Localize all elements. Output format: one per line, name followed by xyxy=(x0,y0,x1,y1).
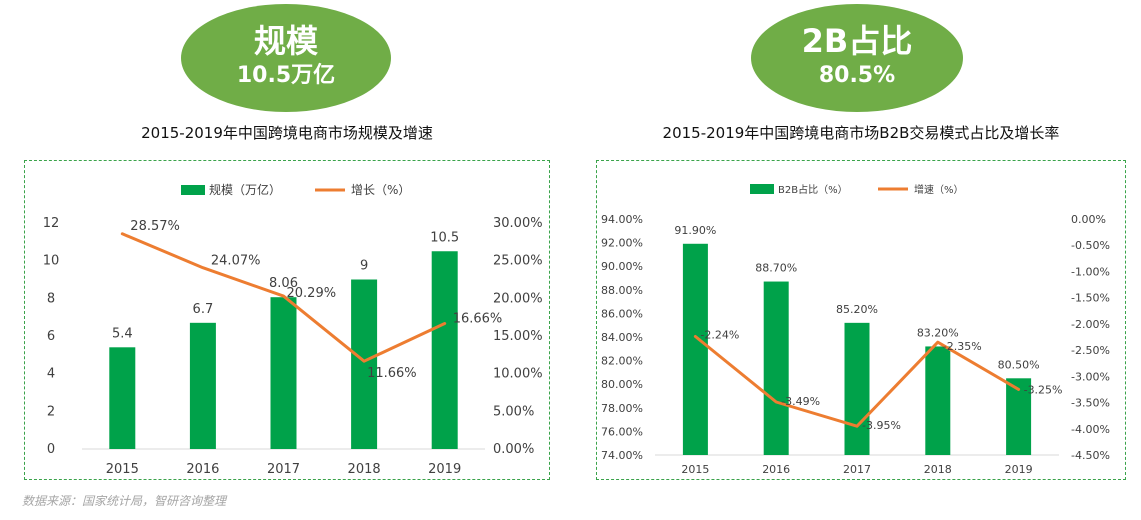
line-data-label: 16.66% xyxy=(453,311,503,326)
x-tick-label: 2019 xyxy=(428,462,461,477)
y-left-tick-label: 84.00% xyxy=(601,331,643,344)
line-data-label: -2.24% xyxy=(700,328,739,341)
source-note: 数据来源：国家统计局，智研咨询整理 xyxy=(22,494,227,508)
y-left-tick-label: 86.00% xyxy=(601,307,643,320)
x-tick-label: 2016 xyxy=(186,462,219,477)
bar-data-label: 9 xyxy=(360,259,368,274)
y-right-tick-label: -1.50% xyxy=(1071,292,1110,305)
y-right-tick-label: 10.00% xyxy=(493,367,543,382)
bar-data-label: 6.7 xyxy=(193,302,214,317)
b2b-share-chart: 74.00% 76.00% 78.00% 80.00% 82.00% 84.00% 86.0… xyxy=(601,183,1110,476)
bar xyxy=(431,251,458,449)
y-right-tick-label: 30.00% xyxy=(493,216,543,231)
scale-badge: 规模 10.5万亿 xyxy=(181,4,391,112)
bar xyxy=(763,281,789,455)
bar xyxy=(925,346,951,455)
y-left-tick-label: 82.00% xyxy=(601,355,643,368)
line-data-label: -2.35% xyxy=(943,340,982,353)
y-left-tick-label: 94.00% xyxy=(601,213,643,226)
legend-bar-label: B2B占比（%） xyxy=(778,183,848,196)
chart-panel-scale: 0 2 4 6 8 10 12 0.00% 5.00% 10.00% 15.00% 20.00% 25.… xyxy=(24,160,550,480)
y-right-tick-label: -1.00% xyxy=(1071,265,1110,278)
bar-data-label: 83.20% xyxy=(917,326,959,339)
b2b-share-badge: 2B占比 80.5% xyxy=(751,4,963,112)
y-right-tick-label: 25.00% xyxy=(493,254,543,269)
y-right-tick-label: -0.50% xyxy=(1071,239,1110,252)
line-data-label: -3.25% xyxy=(1024,383,1063,396)
y-left-tick-label: 90.00% xyxy=(601,260,643,273)
y-left-tick-label: 80.00% xyxy=(601,378,643,391)
x-tick-label: 2017 xyxy=(267,462,300,477)
x-tick-label: 2018 xyxy=(348,462,381,477)
x-tick-label: 2016 xyxy=(762,463,790,476)
bar-data-label: 88.70% xyxy=(755,262,797,275)
y-right-tick-label: -2.50% xyxy=(1071,344,1110,357)
bar xyxy=(1006,378,1032,455)
y-left-tick-label: 4 xyxy=(47,367,55,382)
line-data-label: -3.49% xyxy=(781,395,820,408)
y-left-tick-label: 88.00% xyxy=(601,284,643,297)
x-tick-label: 2015 xyxy=(106,462,139,477)
bar-data-label: 80.50% xyxy=(998,358,1040,371)
bar-data-label: 5.4 xyxy=(112,326,133,341)
chart-title-scale: 2015-2019年中国跨境电商市场规模及增速 xyxy=(141,124,433,142)
line-data-label: 24.07% xyxy=(211,254,261,269)
y-right-tick-label: -2.00% xyxy=(1071,318,1110,331)
b2b-badge-title: 2B占比 xyxy=(801,22,913,60)
y-left-tick-label: 2 xyxy=(47,404,55,419)
bar-data-label: 10.5 xyxy=(430,230,459,245)
line-data-label: -3.95% xyxy=(862,419,901,432)
y-right-tick-label: 0.00% xyxy=(1071,213,1106,226)
line-data-label: 20.29% xyxy=(287,286,337,301)
y-left-tick-label: 12 xyxy=(43,216,60,231)
scale-chart: 0 2 4 6 8 10 12 0.00% 5.00% 10.00% 15.00% 20.00% 25.… xyxy=(43,182,543,477)
y-left-tick-label: 92.00% xyxy=(601,237,643,250)
legend-bar-swatch xyxy=(750,184,774,194)
y-left-tick-label: 6 xyxy=(47,329,55,344)
bar xyxy=(844,322,870,455)
legend-line-label: 增速（%） xyxy=(914,183,964,196)
line-data-label: 11.66% xyxy=(367,366,417,381)
bar-data-label: 8.06 xyxy=(269,276,298,291)
x-tick-label: 2019 xyxy=(1005,463,1033,476)
y-right-tick-label: 0.00% xyxy=(493,442,534,457)
legend-line-label: 增长（%） xyxy=(351,183,410,197)
y-right-tick-label: 15.00% xyxy=(493,329,543,344)
chart-panel-b2b: 74.00% 76.00% 78.00% 80.00% 82.00% 84.00% 86.0… xyxy=(596,160,1126,480)
bar xyxy=(351,279,378,449)
line-data-label: 28.57% xyxy=(130,219,180,234)
bar xyxy=(189,322,216,449)
y-right-tick-label: 5.00% xyxy=(493,404,534,419)
bar xyxy=(682,243,708,455)
y-right-tick-label: 20.00% xyxy=(493,291,543,306)
b2b-badge-value: 80.5% xyxy=(818,63,896,88)
y-left-tick-label: 78.00% xyxy=(601,402,643,415)
y-left-tick-label: 0 xyxy=(47,442,55,457)
bar-data-label: 85.20% xyxy=(836,303,878,316)
x-tick-label: 2017 xyxy=(843,463,871,476)
x-tick-label: 2018 xyxy=(924,463,952,476)
bar xyxy=(109,347,136,449)
y-left-tick-label: 74.00% xyxy=(601,449,643,462)
scale-badge-title: 规模 xyxy=(253,22,318,60)
y-left-tick-label: 76.00% xyxy=(601,425,643,438)
y-left-tick-label: 8 xyxy=(47,291,55,306)
chart-title-b2b: 2015-2019年中国跨境电商市场B2B交易模式占比及增长率 xyxy=(662,124,1060,142)
legend-bar-label: 规模（万亿） xyxy=(209,182,281,197)
growth-line xyxy=(120,232,447,363)
growth-line xyxy=(693,335,1021,428)
bar xyxy=(270,297,297,449)
bar-data-label: 91.90% xyxy=(674,224,716,237)
x-tick-label: 2015 xyxy=(681,463,709,476)
scale-badge-value: 10.5万亿 xyxy=(236,63,336,88)
y-right-tick-label: -4.00% xyxy=(1071,423,1110,436)
y-right-tick-label: -4.50% xyxy=(1071,449,1110,462)
y-right-tick-label: -3.00% xyxy=(1071,370,1110,383)
y-right-tick-label: -3.50% xyxy=(1071,397,1110,410)
y-left-tick-label: 10 xyxy=(43,254,60,269)
legend-bar-swatch xyxy=(181,185,205,195)
